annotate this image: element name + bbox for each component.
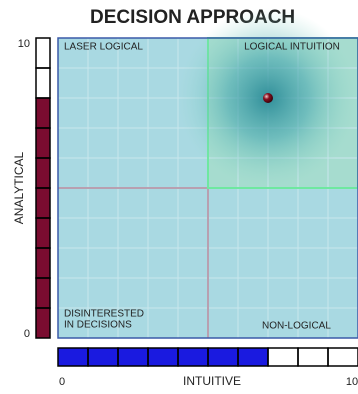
decision-approach-widget: DECISION APPROACH ANALYTICAL INTUITIVE L…	[0, 0, 358, 394]
x-axis-label: INTUITIVE	[183, 374, 241, 388]
quadrant-label: LOGICAL INTUITION	[244, 42, 340, 53]
intuitive-bar-fill	[58, 348, 268, 366]
y-tick-label: 10	[18, 38, 30, 50]
x-tick-label: 10	[346, 376, 358, 388]
x-tick-label: 0	[59, 376, 65, 388]
y-tick-label: 0	[24, 328, 30, 340]
score-point	[263, 93, 273, 103]
quadrant-label: NON-LOGICAL	[262, 321, 331, 332]
quadrant-label: LASER LOGICAL	[64, 42, 143, 53]
quadrant-label: IN DECISIONS	[64, 320, 132, 331]
y-axis-label: ANALYTICAL	[12, 151, 26, 224]
quadrant-label: DISINTERESTED	[64, 309, 144, 320]
